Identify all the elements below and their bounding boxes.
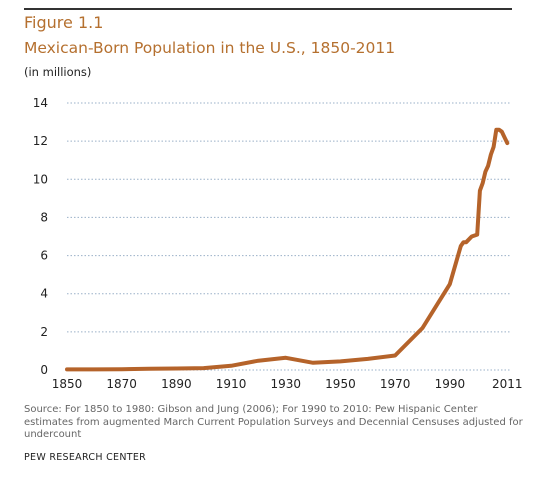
credit: PEW RESEARCH CENTER xyxy=(24,452,147,463)
y-tick-label: 10 xyxy=(33,172,48,186)
y-tick-label: 8 xyxy=(40,210,48,224)
x-tick-label: 1890 xyxy=(161,377,192,391)
x-tick-label: 1910 xyxy=(216,377,247,391)
y-tick-label: 0 xyxy=(40,363,48,377)
x-tick-label: 2011 xyxy=(492,377,523,391)
y-tick-label: 14 xyxy=(33,96,48,110)
x-tick-label: 1970 xyxy=(380,377,411,391)
x-tick-label: 1990 xyxy=(435,377,466,391)
y-tick-label: 2 xyxy=(40,325,48,339)
line-chart: 0 2 4 6 8 10 12 14 1850 1870 1890 1910 1930 1950 1970… xyxy=(33,96,523,391)
series-line xyxy=(65,127,510,372)
figure-label: Figure 1.1 xyxy=(24,13,104,32)
x-tick-label: 1870 xyxy=(106,377,137,391)
top-rule xyxy=(24,8,512,10)
y-tick-label: 4 xyxy=(40,287,48,301)
chart-title: Mexican-Born Population in the U.S., 185… xyxy=(24,39,396,57)
units-note: (in millions) xyxy=(24,65,92,79)
y-axis: 0 2 4 6 8 10 12 14 xyxy=(33,96,48,377)
series-layer xyxy=(65,127,510,372)
x-tick-label: 1930 xyxy=(270,377,301,391)
x-tick-label: 1850 xyxy=(52,377,83,391)
gridlines xyxy=(67,102,510,371)
source-note: Source: For 1850 to 1980: Gibson and Jun… xyxy=(24,404,523,440)
x-tick-label: 1950 xyxy=(325,377,356,391)
x-axis: 1850 1870 1890 1910 1930 1950 1970 1990 2011 xyxy=(52,377,523,391)
y-tick-label: 12 xyxy=(33,134,48,148)
y-tick-label: 6 xyxy=(40,249,48,263)
